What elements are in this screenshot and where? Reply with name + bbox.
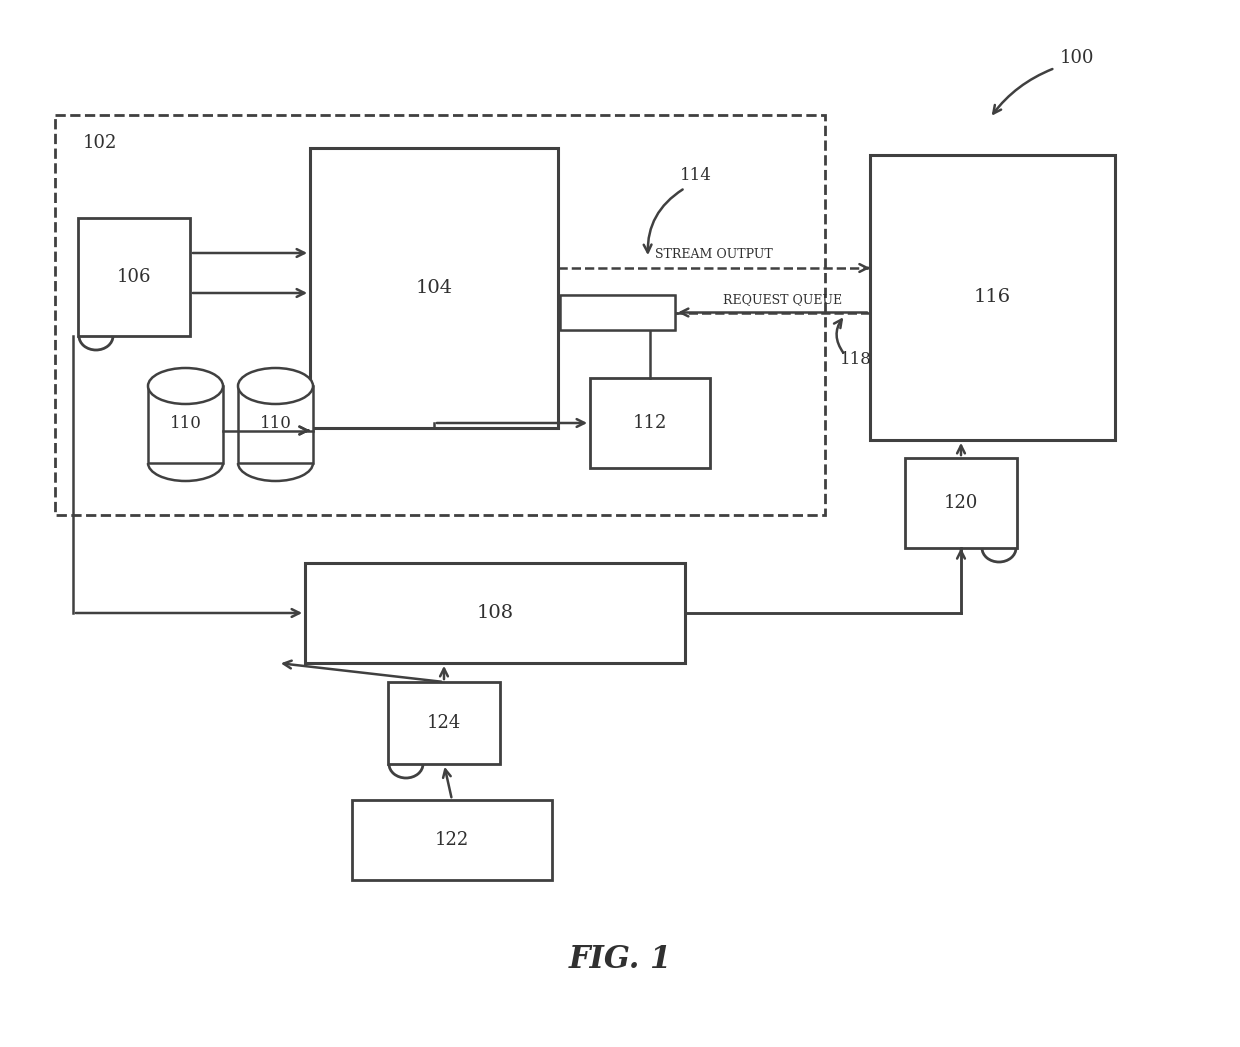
Text: 102: 102 <box>83 134 118 152</box>
Text: FIG. 1: FIG. 1 <box>568 944 672 976</box>
Text: 106: 106 <box>117 268 151 286</box>
Bar <box>590 378 711 468</box>
Bar <box>388 682 500 764</box>
Text: REQUEST QUEUE: REQUEST QUEUE <box>723 293 842 306</box>
Bar <box>606 295 629 330</box>
Text: 100: 100 <box>1060 49 1095 67</box>
Text: 112: 112 <box>632 414 667 432</box>
Bar <box>870 155 1115 440</box>
Ellipse shape <box>238 367 312 404</box>
Text: 110: 110 <box>170 415 201 432</box>
Bar <box>560 295 583 330</box>
Bar <box>583 295 606 330</box>
Bar <box>148 386 223 463</box>
Bar <box>629 295 652 330</box>
Text: 120: 120 <box>944 494 978 512</box>
Ellipse shape <box>148 367 223 404</box>
Bar <box>238 386 312 463</box>
Text: 110: 110 <box>259 415 291 432</box>
Text: STREAM OUTPUT: STREAM OUTPUT <box>655 247 773 261</box>
Bar <box>905 458 1017 548</box>
Bar <box>310 148 558 428</box>
Text: 122: 122 <box>435 831 469 849</box>
Text: 118: 118 <box>839 352 872 369</box>
Bar <box>652 295 675 330</box>
Text: 104: 104 <box>415 279 453 297</box>
Bar <box>78 218 190 336</box>
Text: 116: 116 <box>973 289 1011 307</box>
Bar <box>305 563 684 663</box>
Text: 124: 124 <box>427 714 461 732</box>
Bar <box>560 295 675 330</box>
Bar <box>352 800 552 879</box>
Text: 114: 114 <box>680 166 712 183</box>
Bar <box>55 115 825 515</box>
Text: 108: 108 <box>476 604 513 622</box>
